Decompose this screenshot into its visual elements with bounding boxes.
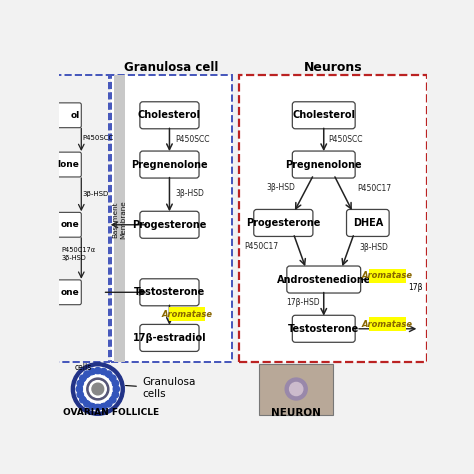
Text: 17β-estradiol: 17β-estradiol xyxy=(133,333,206,343)
Text: P450SCC: P450SCC xyxy=(175,135,210,144)
Text: Granulosa cell: Granulosa cell xyxy=(124,61,219,74)
FancyBboxPatch shape xyxy=(140,102,199,129)
FancyBboxPatch shape xyxy=(140,324,199,351)
Text: Testosterone: Testosterone xyxy=(288,324,359,334)
Circle shape xyxy=(76,386,83,392)
Circle shape xyxy=(80,396,86,403)
Text: 17β-HSD: 17β-HSD xyxy=(286,298,319,307)
Circle shape xyxy=(90,381,106,397)
FancyBboxPatch shape xyxy=(54,212,82,237)
FancyBboxPatch shape xyxy=(292,315,355,342)
Text: Basement
Membrane: Basement Membrane xyxy=(112,200,126,239)
Text: P450SCC: P450SCC xyxy=(328,135,363,144)
Circle shape xyxy=(84,375,112,403)
Text: 3β-HSD: 3β-HSD xyxy=(359,243,388,252)
Circle shape xyxy=(290,383,303,396)
Circle shape xyxy=(100,368,107,375)
Text: lone: lone xyxy=(57,160,80,169)
Circle shape xyxy=(112,392,118,398)
FancyBboxPatch shape xyxy=(287,266,361,293)
Circle shape xyxy=(80,375,86,382)
Text: Progesterone: Progesterone xyxy=(246,218,320,228)
FancyBboxPatch shape xyxy=(54,280,82,305)
Circle shape xyxy=(87,378,109,400)
Text: Cholesterol: Cholesterol xyxy=(138,110,201,120)
FancyBboxPatch shape xyxy=(54,103,82,128)
Text: P450C17: P450C17 xyxy=(245,242,279,251)
Circle shape xyxy=(89,403,95,410)
FancyBboxPatch shape xyxy=(140,211,199,238)
Text: Cholesterol: Cholesterol xyxy=(292,110,355,120)
Text: Aromatase: Aromatase xyxy=(362,272,413,280)
Text: cells: cells xyxy=(75,364,92,373)
FancyBboxPatch shape xyxy=(369,269,406,283)
Text: Aromatase: Aromatase xyxy=(162,310,212,319)
FancyBboxPatch shape xyxy=(239,75,427,362)
Text: 3β-HSD: 3β-HSD xyxy=(82,191,108,197)
FancyBboxPatch shape xyxy=(292,102,355,129)
FancyBboxPatch shape xyxy=(110,75,232,362)
Circle shape xyxy=(84,401,91,407)
Text: one: one xyxy=(61,288,80,297)
Circle shape xyxy=(77,392,83,398)
Text: Pregnenolone: Pregnenolone xyxy=(131,160,208,170)
Circle shape xyxy=(72,363,124,415)
Text: DHEA: DHEA xyxy=(353,218,383,228)
Text: Granulosa
cells: Granulosa cells xyxy=(126,377,195,399)
Text: Aromatase: Aromatase xyxy=(362,320,413,329)
Circle shape xyxy=(113,386,119,392)
Circle shape xyxy=(105,401,112,407)
Circle shape xyxy=(94,367,101,374)
Text: P450SCC: P450SCC xyxy=(82,135,113,141)
Text: one: one xyxy=(61,220,80,229)
Text: Androstenedione: Androstenedione xyxy=(276,274,371,284)
Circle shape xyxy=(112,380,118,387)
Circle shape xyxy=(76,367,120,411)
Circle shape xyxy=(84,371,91,377)
FancyBboxPatch shape xyxy=(292,151,355,178)
Text: 3β-HSD: 3β-HSD xyxy=(62,255,87,261)
Circle shape xyxy=(109,375,116,382)
Circle shape xyxy=(100,403,107,410)
Circle shape xyxy=(105,371,112,377)
Text: 3β-HSD: 3β-HSD xyxy=(175,189,204,198)
Text: Neurons: Neurons xyxy=(304,61,362,74)
Text: P450C17α: P450C17α xyxy=(62,246,96,253)
FancyBboxPatch shape xyxy=(369,318,406,331)
FancyBboxPatch shape xyxy=(54,152,82,177)
FancyBboxPatch shape xyxy=(169,307,205,321)
Text: 3β-HSD: 3β-HSD xyxy=(267,183,296,192)
Circle shape xyxy=(89,368,95,375)
Text: ol: ol xyxy=(70,111,80,120)
Text: Progesterone: Progesterone xyxy=(132,220,207,230)
FancyBboxPatch shape xyxy=(140,151,199,178)
Text: Testosterone: Testosterone xyxy=(134,287,205,297)
Circle shape xyxy=(77,380,83,387)
Text: Pregnenolone: Pregnenolone xyxy=(285,160,362,170)
Text: NEURON: NEURON xyxy=(271,408,321,418)
FancyBboxPatch shape xyxy=(114,75,125,362)
Circle shape xyxy=(94,404,101,410)
Circle shape xyxy=(109,396,116,403)
Circle shape xyxy=(92,383,104,395)
FancyBboxPatch shape xyxy=(346,210,389,237)
FancyBboxPatch shape xyxy=(259,364,333,415)
Text: OVARIAN FOLLICLE: OVARIAN FOLLICLE xyxy=(63,409,159,418)
Text: 17β: 17β xyxy=(408,283,423,292)
FancyBboxPatch shape xyxy=(254,210,313,237)
Circle shape xyxy=(285,378,307,400)
Text: P450C17: P450C17 xyxy=(357,184,391,193)
FancyBboxPatch shape xyxy=(140,279,199,306)
